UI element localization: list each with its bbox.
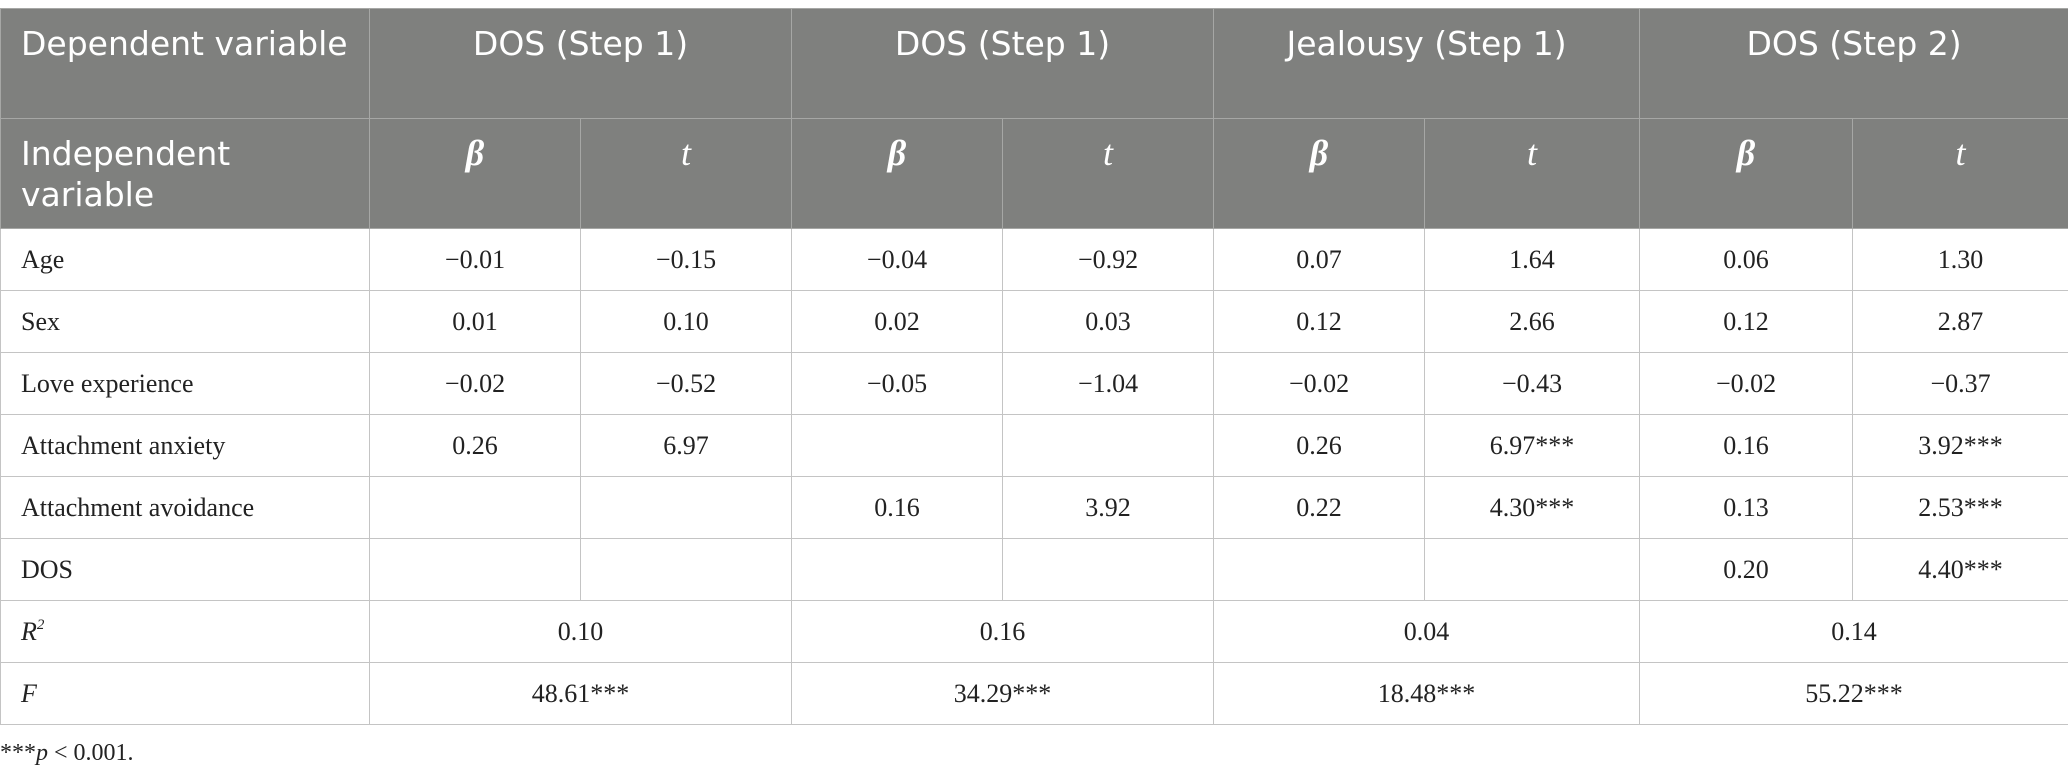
group-header-2: DOS (Step 1): [791, 8, 1215, 119]
table-header: Dependent variable DOS (Step 1) DOS (Ste…: [0, 8, 2068, 229]
table-cell: 4.30***: [1424, 476, 1641, 539]
table-cell: 6.97***: [1424, 414, 1641, 477]
f-value: 48.61***: [368, 662, 793, 725]
t-header: t: [1424, 118, 1641, 229]
table-cell: −0.02: [369, 352, 581, 415]
table-cell: 0.10: [579, 290, 793, 353]
r-squared-row: R2 0.10 0.16 0.04 0.14: [0, 600, 2068, 663]
table-cell: −1.04: [1002, 352, 1215, 415]
row-label: Attachment anxiety: [0, 414, 370, 477]
f-statistic-row: F 48.61*** 34.29*** 18.48*** 55.22***: [0, 662, 2068, 725]
table-row: DOS 0.20 4.40***: [0, 538, 2068, 601]
f-value: 55.22***: [1639, 662, 2068, 725]
t-header: t: [1002, 118, 1215, 229]
table-cell: 0.03: [1002, 290, 1215, 353]
table-cell: −0.37: [1852, 352, 2068, 415]
r-squared-value: 0.14: [1639, 600, 2068, 663]
table-cell: −0.04: [791, 228, 1004, 291]
regression-table: Dependent variable DOS (Step 1) DOS (Ste…: [0, 8, 2068, 725]
table-row: Attachment avoidance 0.16 3.92 0.22 4.30…: [0, 476, 2068, 539]
table-cell: −0.15: [579, 228, 793, 291]
t-header: t: [579, 118, 793, 229]
r-squared-value: 0.04: [1213, 600, 1641, 663]
r-squared-value: 0.16: [791, 600, 1215, 663]
r-squared-superscript: 2: [36, 616, 45, 633]
t-header: t: [1852, 118, 2068, 229]
table-cell: [1424, 538, 1641, 601]
table-cell: 6.97: [579, 414, 793, 477]
row-label: Age: [0, 228, 370, 291]
r-squared-value: 0.10: [368, 600, 793, 663]
table-row: Attachment anxiety 0.26 6.97 0.26 6.97**…: [0, 414, 2068, 477]
beta-header: β: [791, 118, 1004, 229]
table-cell: [791, 538, 1004, 601]
table-footnote: ***p < 0.001.: [0, 740, 134, 767]
table-cell: 2.53***: [1852, 476, 2068, 539]
table-cell: −0.92: [1002, 228, 1215, 291]
table-cell: 2.87: [1852, 290, 2068, 353]
header-row-independent: Independent variable β t β t β t β t: [0, 118, 2068, 229]
r-squared-label: R2: [0, 600, 370, 663]
header-row-dependent: Dependent variable DOS (Step 1) DOS (Ste…: [0, 8, 2068, 119]
table-cell: [579, 476, 793, 539]
f-label: F: [0, 662, 370, 725]
table-cell: 0.06: [1639, 228, 1854, 291]
group-header-3: Jealousy (Step 1): [1213, 8, 1641, 119]
table-row: Love experience −0.02 −0.52 −0.05 −1.04 …: [0, 352, 2068, 415]
table-cell: −0.05: [791, 352, 1004, 415]
table-cell: 2.66: [1424, 290, 1641, 353]
r-squared-symbol: R: [21, 616, 37, 646]
row-label: Love experience: [0, 352, 370, 415]
table-cell: [579, 538, 793, 601]
table-cell: 0.01: [369, 290, 581, 353]
table-cell: 3.92***: [1852, 414, 2068, 477]
table-row: Sex 0.01 0.10 0.02 0.03 0.12 2.66 0.12 2…: [0, 290, 2068, 353]
table-cell: 0.22: [1213, 476, 1426, 539]
row-label: Attachment avoidance: [0, 476, 370, 539]
table-cell: 0.26: [369, 414, 581, 477]
table-body: Age −0.01 −0.15 −0.04 −0.92 0.07 1.64 0.…: [0, 228, 2068, 725]
table-cell: 4.40***: [1852, 538, 2068, 601]
table-cell: 0.26: [1213, 414, 1426, 477]
table-cell: 0.20: [1639, 538, 1854, 601]
table-cell: 0.07: [1213, 228, 1426, 291]
table-cell: 1.30: [1852, 228, 2068, 291]
table-cell: −0.52: [579, 352, 793, 415]
table-cell: [1213, 538, 1426, 601]
beta-header: β: [369, 118, 581, 229]
footnote-p: p: [36, 740, 48, 766]
row-label: DOS: [0, 538, 370, 601]
table-cell: 0.02: [791, 290, 1004, 353]
table-cell: [1002, 414, 1215, 477]
table-cell: 0.12: [1639, 290, 1854, 353]
independent-variable-label: Independent variable: [0, 118, 370, 229]
table-cell: −0.43: [1424, 352, 1641, 415]
table-cell: 0.12: [1213, 290, 1426, 353]
dependent-variable-label: Dependent variable: [0, 8, 370, 119]
beta-header: β: [1639, 118, 1854, 229]
footnote-text: < 0.001.: [48, 740, 134, 766]
table-cell: −0.01: [369, 228, 581, 291]
table-cell: [791, 414, 1004, 477]
f-value: 34.29***: [791, 662, 1215, 725]
table-cell: 0.16: [791, 476, 1004, 539]
table-cell: 0.13: [1639, 476, 1854, 539]
table-cell: 0.16: [1639, 414, 1854, 477]
table-row: Age −0.01 −0.15 −0.04 −0.92 0.07 1.64 0.…: [0, 228, 2068, 291]
table-cell: 1.64: [1424, 228, 1641, 291]
table-cell: [1002, 538, 1215, 601]
table-cell: −0.02: [1213, 352, 1426, 415]
beta-header: β: [1213, 118, 1426, 229]
table-cell: −0.02: [1639, 352, 1854, 415]
row-label: Sex: [0, 290, 370, 353]
group-header-1: DOS (Step 1): [368, 8, 793, 119]
f-value: 18.48***: [1213, 662, 1641, 725]
table-cell: [369, 538, 581, 601]
table-cell: 3.92: [1002, 476, 1215, 539]
table-cell: [369, 476, 581, 539]
footnote-stars: ***: [0, 740, 36, 766]
group-header-4: DOS (Step 2): [1639, 8, 2068, 119]
